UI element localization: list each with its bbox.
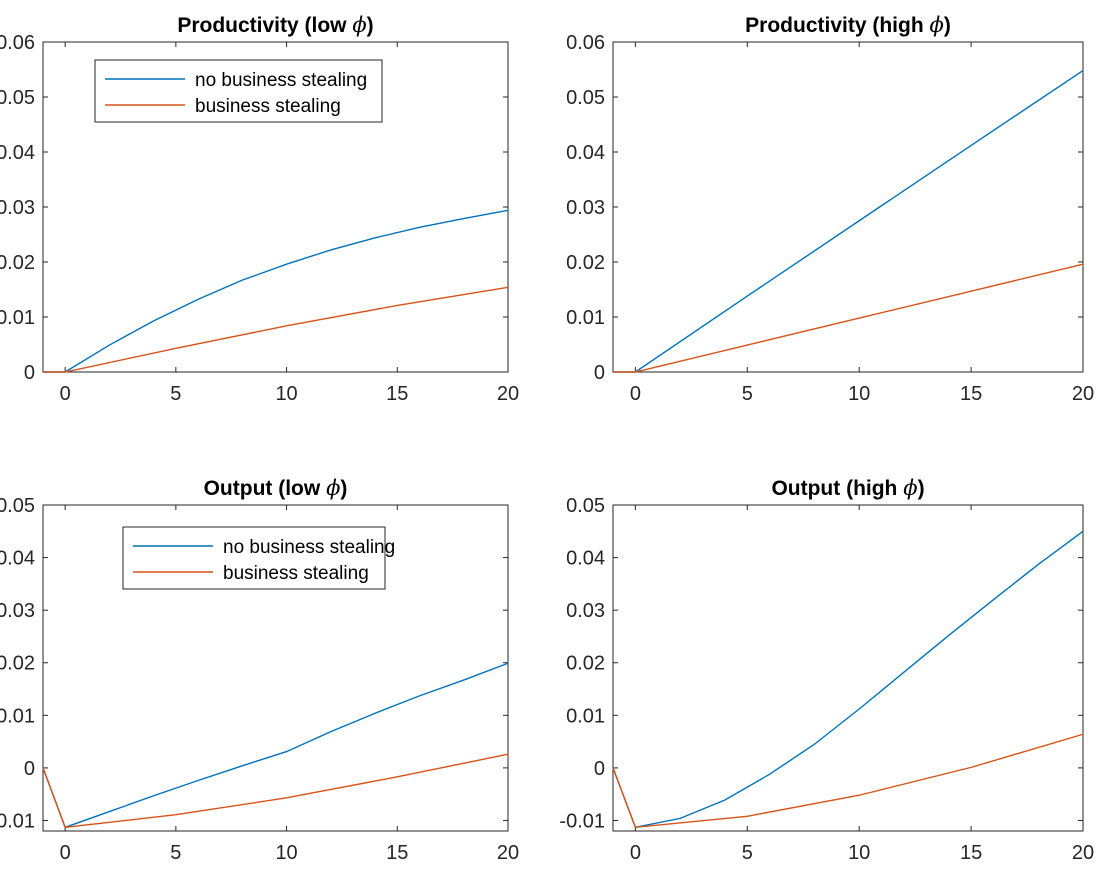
y-tick-label: 0.03 [0, 197, 35, 219]
y-tick-label: 0.01 [566, 307, 605, 329]
x-tick-label: 5 [170, 842, 181, 864]
chart-title: Output (high ϕ) [771, 476, 924, 500]
y-tick-label: 0.05 [0, 87, 35, 109]
x-tick-label: 10 [275, 383, 297, 405]
y-tick-label: 0.05 [566, 87, 605, 109]
axes-box [612, 41, 1084, 373]
x-tick-label: 15 [960, 383, 982, 405]
series-line-business-stealing [613, 263, 1084, 373]
x-tick-label: 0 [630, 383, 641, 405]
x-tick-label: 15 [960, 842, 982, 864]
series-line-no-business-stealing [43, 209, 509, 373]
x-tick-label: 20 [1072, 383, 1094, 405]
series-line-no-business-stealing [612, 530, 1084, 829]
x-tick-label: 10 [848, 842, 870, 864]
legend-label: business stealing [195, 96, 341, 117]
y-tick-label: 0.01 [566, 705, 605, 727]
legend-label: no business stealing [195, 70, 367, 91]
y-tick-label: 0.05 [566, 495, 605, 517]
chart-title: Productivity (low ϕ) [177, 13, 373, 37]
legend-label: business stealing [223, 563, 369, 584]
y-tick-label: 0.04 [0, 142, 35, 164]
y-tick-label: 0 [594, 362, 605, 384]
y-tick-label: 0.02 [566, 653, 605, 675]
x-tick-label: 20 [497, 383, 519, 405]
y-tick-label: 0 [24, 758, 35, 780]
y-tick-label: 0 [24, 362, 35, 384]
y-tick-label: 0.03 [0, 600, 35, 622]
series-line-business-stealing [612, 733, 1084, 829]
x-tick-label: 0 [630, 842, 641, 864]
x-tick-label: 0 [60, 842, 71, 864]
legend-label: no business stealing [223, 537, 395, 558]
chart-title: Productivity (high ϕ) [745, 13, 951, 37]
axes-box [42, 504, 509, 832]
y-tick-label: 0.02 [566, 252, 605, 274]
legend: no business stealing business stealing [122, 526, 395, 590]
y-tick-label: 0.05 [0, 495, 35, 517]
x-tick-label: 15 [386, 842, 408, 864]
legend-box [94, 59, 383, 123]
legend-box [122, 526, 386, 590]
subplot-4: 0 5 10 15 20 -0.01 0 0.01 0.02 0.03 0.04 0.05 Output… [559, 476, 1094, 864]
y-tick-label: -0.01 [559, 810, 605, 832]
x-tick-label: 10 [848, 383, 870, 405]
y-tick-label: 0.06 [0, 32, 35, 54]
series-line-business-stealing [43, 286, 509, 373]
subplot-2: 0 5 10 15 20 0 0.01 0.02 0.03 0.04 0.05 0.06 Product… [566, 13, 1094, 405]
y-tick-label: 0.02 [0, 653, 35, 675]
y-tick-label: 0.01 [0, 307, 35, 329]
y-tick-label: 0.04 [566, 142, 605, 164]
legend: no business stealing business stealing [94, 59, 383, 123]
y-tick-label: 0.02 [0, 252, 35, 274]
series-line-no-business-stealing [42, 662, 509, 829]
series-line-business-stealing [42, 753, 509, 829]
y-tick-label: 0.04 [0, 548, 35, 570]
x-tick-label: 10 [275, 842, 297, 864]
subplot-1: 0 5 10 15 20 0 0.01 0.02 0.03 0.04 0.05 0.06 Product… [0, 13, 519, 405]
series-line-no-business-stealing [613, 70, 1084, 373]
x-tick-label: 0 [60, 383, 71, 405]
axes-box [612, 504, 1084, 832]
x-tick-label: 5 [742, 383, 753, 405]
x-tick-label: 5 [170, 383, 181, 405]
y-tick-label: 0.06 [566, 32, 605, 54]
chart-title: Output (low ϕ) [204, 476, 348, 500]
x-tick-label: 20 [1072, 842, 1094, 864]
y-tick-label: 0.03 [566, 600, 605, 622]
y-tick-label: 0.04 [566, 548, 605, 570]
y-tick-label: -0.01 [0, 810, 35, 832]
y-tick-label: 0.01 [0, 705, 35, 727]
x-tick-label: 20 [497, 842, 519, 864]
x-tick-label: 5 [742, 842, 753, 864]
x-tick-label: 15 [386, 383, 408, 405]
y-tick-label: 0 [594, 758, 605, 780]
y-tick-label: 0.03 [566, 197, 605, 219]
subplot-3: 0 5 10 15 20 -0.01 0 0.01 0.02 0.03 0.04 0.05 Output… [0, 476, 519, 864]
